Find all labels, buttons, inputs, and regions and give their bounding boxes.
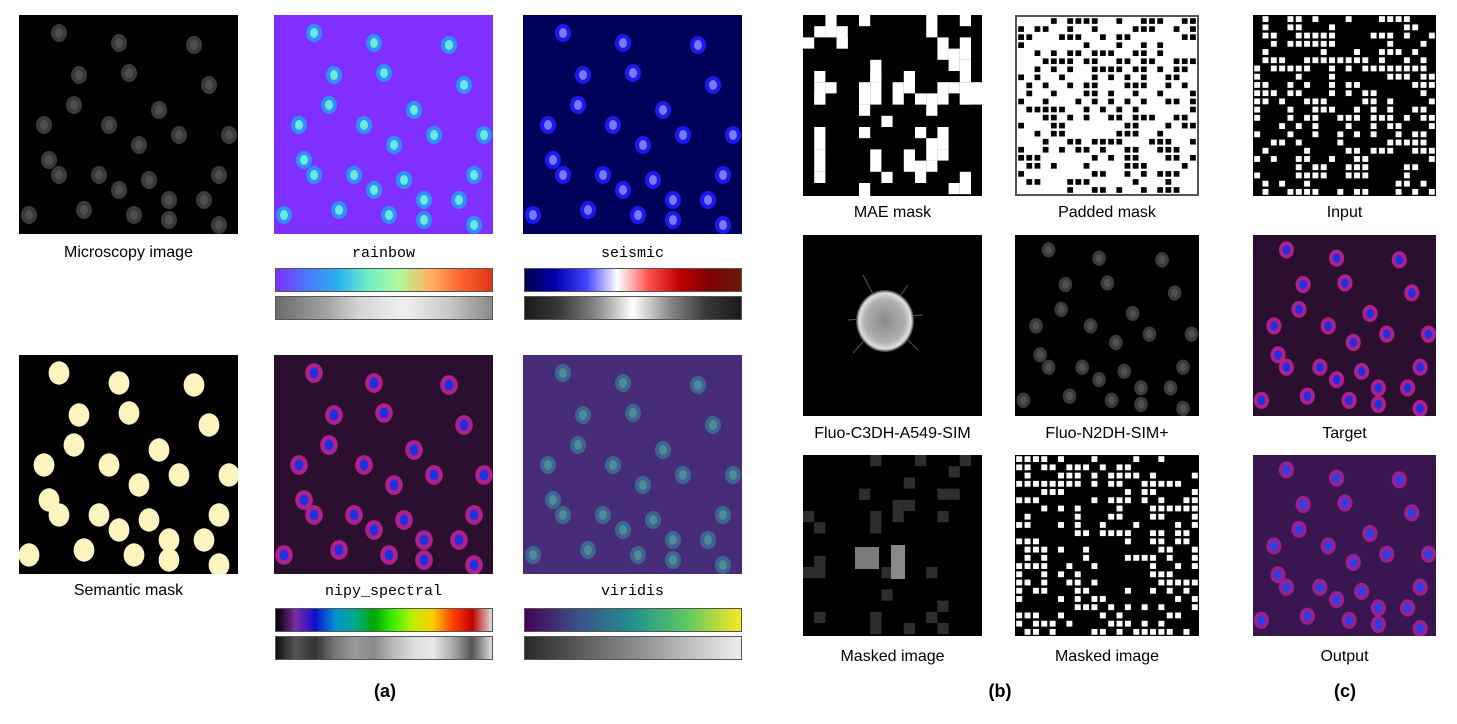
- rainbow-grayscale-bar: [275, 296, 493, 320]
- mae-mask-image: [803, 15, 982, 196]
- input-caption: Input: [1326, 204, 1363, 221]
- seismic-caption: seismic: [600, 245, 664, 262]
- output-image: [1253, 455, 1436, 636]
- masked-image-2: [1015, 455, 1199, 636]
- nipy-spectral-grayscale-bar: [275, 636, 493, 660]
- viridis-caption: viridis: [600, 583, 664, 600]
- fluo-n2dh-caption: Fluo-N2DH-SIM+: [1045, 425, 1169, 442]
- masked-image-1-patches: [803, 455, 971, 635]
- semantic-mask-caption: Semantic mask: [73, 582, 184, 599]
- seismic-colorbar: [524, 268, 742, 292]
- input-image: [1253, 15, 1436, 196]
- nipy-spectral-image: [274, 355, 493, 574]
- viridis-colorbar: [524, 608, 742, 632]
- viridis-grayscale-bar: [524, 636, 742, 660]
- fluo-n2dh-image: [1015, 235, 1199, 416]
- padded-mask-caption: Padded mask: [1058, 204, 1156, 221]
- padded-mask-image: [1015, 15, 1199, 196]
- microscopy-caption: Microscopy image: [64, 244, 193, 261]
- target-image: [1253, 235, 1436, 416]
- input-image-patches: [1254, 16, 1435, 195]
- panel-c-label: (c): [1334, 681, 1356, 701]
- fluo-c3dh-caption: Fluo-C3DH-A549-SIM: [814, 425, 971, 442]
- mae-mask-patches: [803, 15, 982, 196]
- fluo-n2dh-cells: [1016, 242, 1199, 416]
- seismic-image: [523, 15, 742, 234]
- masked-image-1-caption: Masked image: [840, 648, 945, 665]
- rainbow-image: [274, 15, 493, 234]
- rainbow-colorbar: [275, 268, 493, 292]
- semantic-mask-blobs: [19, 361, 238, 574]
- viridis-image: [523, 355, 742, 574]
- viridis-cells: [525, 364, 741, 574]
- output-caption: Output: [1320, 648, 1369, 665]
- masked-image-2-patches: [1016, 456, 1198, 635]
- seismic-cells: [525, 24, 741, 234]
- fluo-c3dh-image: [803, 235, 982, 416]
- masked-image-1: [803, 455, 982, 636]
- fluo-c3dh-cell: [847, 274, 924, 354]
- microscopy-image: [19, 15, 238, 234]
- target-caption: Target: [1322, 425, 1367, 442]
- masked-image-2-caption: Masked image: [1054, 648, 1160, 665]
- padded-mask-patches: [1018, 18, 1196, 193]
- nipy-spectral-cells: [275, 363, 493, 574]
- target-cells: [1253, 241, 1436, 416]
- panel-a-label: (a): [374, 681, 396, 701]
- rainbow-cells: [276, 24, 492, 234]
- panel-b-label: (b): [988, 681, 1012, 701]
- nipy-spectral-colorbar: [275, 608, 493, 632]
- output-cells: [1253, 461, 1436, 636]
- seismic-grayscale-bar: [524, 296, 742, 320]
- semantic-mask-image: [19, 355, 238, 574]
- microscopy-cells: [21, 24, 237, 234]
- rainbow-caption: rainbow: [351, 245, 415, 262]
- nipy-spectral-caption: nipy_spectral: [324, 583, 443, 600]
- mae-mask-caption: MAE mask: [853, 204, 932, 221]
